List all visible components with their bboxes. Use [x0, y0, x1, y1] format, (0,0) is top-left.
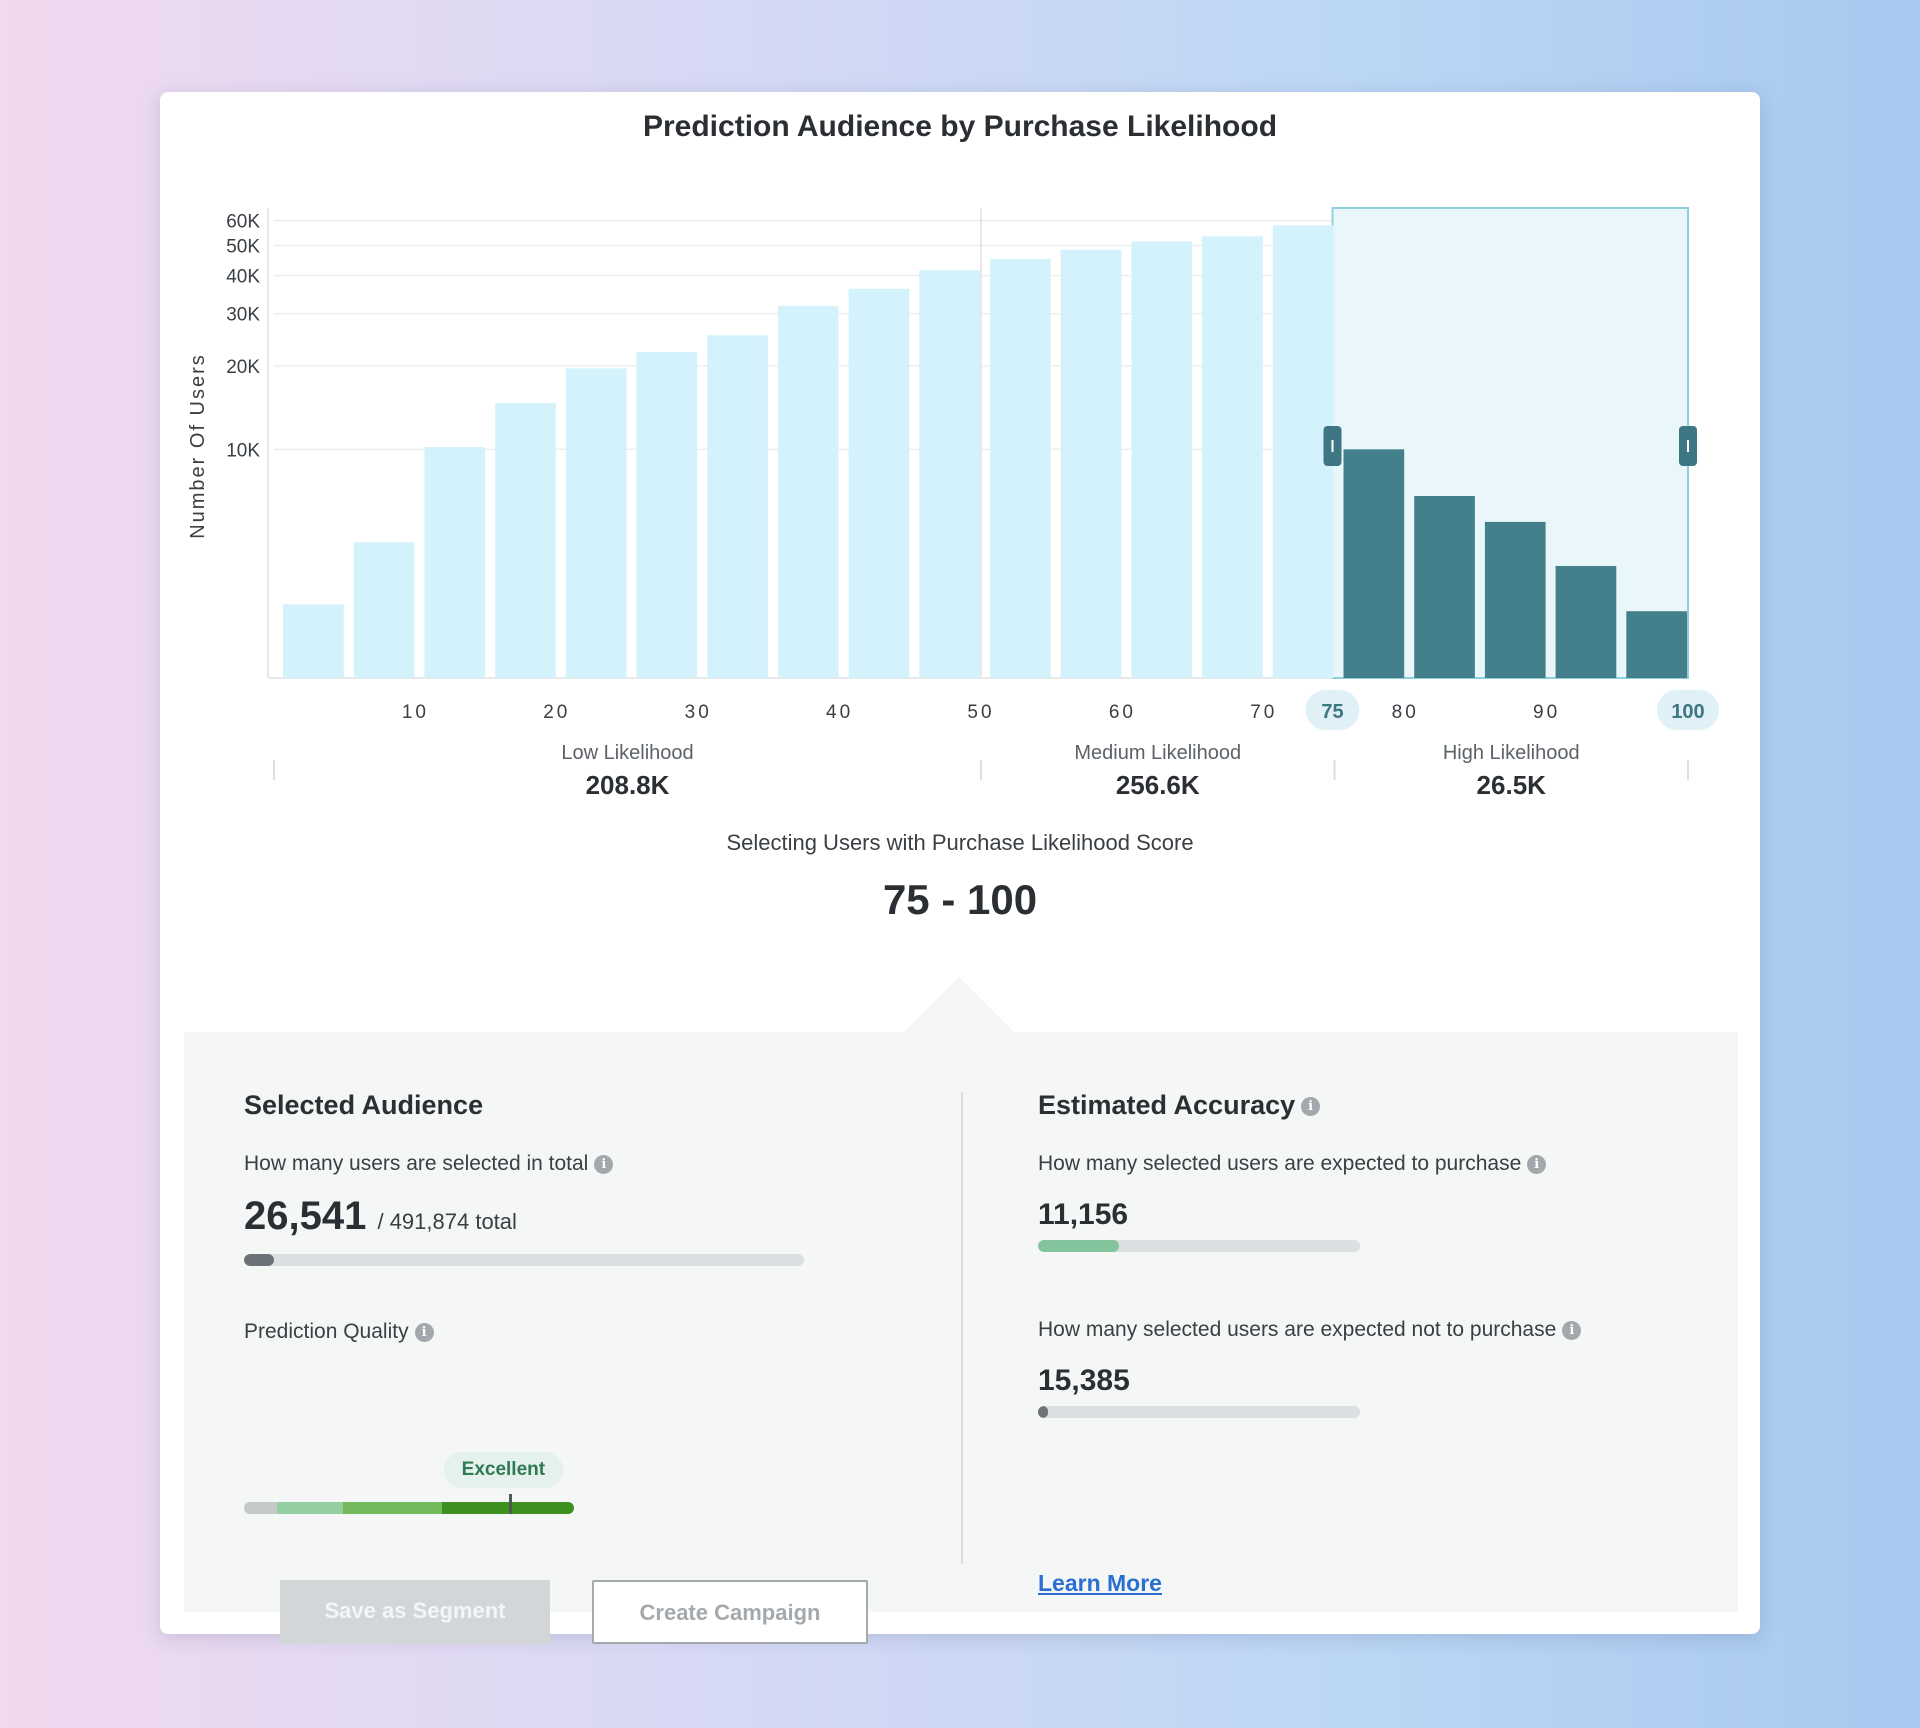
estimated-accuracy-text: Estimated Accuracy	[1038, 1090, 1296, 1120]
bar	[565, 368, 627, 678]
quality-segment	[442, 1502, 574, 1514]
prediction-card: Prediction Audience by Purchase Likeliho…	[160, 92, 1760, 1644]
x-tick-label: 90	[1533, 702, 1560, 723]
column-divider	[961, 1092, 963, 1564]
expected-purchase-text: How many selected users are expected to …	[1038, 1152, 1522, 1175]
bar	[1060, 249, 1122, 679]
users-selected-question: How many users are selected in total i	[244, 1152, 614, 1176]
x-tick-label: 70	[1250, 702, 1277, 723]
group-value: 208.8K	[586, 770, 670, 800]
quality-marker	[508, 1494, 512, 1514]
expected-not-purchase-question: How many selected users are expected not…	[1038, 1318, 1582, 1342]
expected-not-purchase-fill	[1038, 1406, 1048, 1418]
y-tick-label: 30K	[226, 305, 260, 326]
bar	[848, 288, 910, 678]
bar-selected	[1555, 565, 1617, 678]
selected-count-value: 26,541	[244, 1194, 367, 1238]
bar	[707, 335, 768, 678]
y-tick-label: 60K	[226, 212, 260, 233]
x-tick-label: 30	[685, 702, 712, 723]
bar	[424, 447, 486, 678]
save-as-segment-button[interactable]: Save as Segment	[280, 1580, 550, 1644]
y-axis-label: Number Of Users	[187, 353, 209, 539]
bar	[1131, 241, 1193, 678]
histogram-chart[interactable]: 10K 20K 30K 40K 50K 60K Number Of Users 10 20 30 4…	[160, 92, 1760, 812]
bar-selected	[1484, 521, 1546, 678]
bar	[636, 351, 698, 678]
quality-segment	[244, 1502, 277, 1514]
selected-progress-bar	[244, 1254, 804, 1266]
bar-selected	[1414, 496, 1475, 678]
x-tick-label: 60	[1109, 702, 1136, 723]
group-value: 26.5K	[1477, 770, 1547, 800]
prediction-quality-bar	[244, 1502, 574, 1514]
expected-purchase-bar	[1038, 1240, 1360, 1252]
x-tick-label: 10	[402, 702, 429, 723]
quality-segment	[277, 1502, 343, 1514]
expected-not-purchase-bar	[1038, 1406, 1360, 1418]
info-icon[interactable]: i	[1301, 1097, 1321, 1117]
create-campaign-button[interactable]: Create Campaign	[592, 1580, 868, 1644]
selected-total: / 491,874 total	[377, 1209, 517, 1234]
selection-end-label: 100	[1671, 701, 1704, 723]
bar	[1272, 225, 1334, 678]
y-tick-label: 20K	[226, 357, 260, 378]
expected-purchase-question: How many selected users are expected to …	[1038, 1152, 1547, 1176]
bar	[990, 259, 1051, 678]
selection-range: 75 - 100	[882, 876, 1038, 923]
quality-segment	[343, 1502, 442, 1514]
bar	[353, 542, 415, 678]
quality-badge: Excellent	[443, 1452, 564, 1488]
y-tick-label: 50K	[226, 236, 260, 257]
y-tick-label: 40K	[226, 266, 260, 287]
bar-selected	[1626, 611, 1687, 678]
expected-purchase-fill	[1038, 1240, 1119, 1252]
expected-not-purchase-count: 15,385	[1038, 1364, 1130, 1397]
selection-start-label: 75	[1321, 701, 1343, 723]
group-label: High Likelihood	[1443, 742, 1580, 764]
bar	[919, 270, 980, 678]
selection-bound-pill	[1657, 690, 1719, 730]
info-icon[interactable]: i	[414, 1322, 434, 1342]
panel-pointer	[901, 977, 1017, 1035]
bar	[283, 604, 344, 678]
x-tick-label: 80	[1392, 702, 1419, 723]
x-tick-label: 50	[967, 702, 994, 723]
selected-audience-title: Selected Audience	[244, 1090, 484, 1120]
group-value: 256.6K	[1116, 770, 1200, 800]
expected-not-purchase-text: How many selected users are expected not…	[1038, 1318, 1557, 1341]
expected-purchase-count: 11,156	[1038, 1198, 1129, 1231]
bar	[495, 403, 556, 678]
bar	[1202, 236, 1263, 678]
bar-selected	[1343, 449, 1405, 678]
prediction-quality-label: Prediction Quality i	[244, 1320, 434, 1344]
x-tick-label: 20	[543, 702, 570, 723]
users-selected-question-text: How many users are selected in total	[244, 1152, 589, 1175]
selection-label: Selecting Users with Purchase Likelihood…	[726, 830, 1194, 855]
info-icon[interactable]: i	[1527, 1154, 1547, 1174]
info-icon[interactable]: i	[1562, 1320, 1582, 1340]
learn-more-link[interactable]: Learn More	[1038, 1570, 1162, 1596]
bar	[777, 305, 839, 678]
group-label: Low Likelihood	[561, 742, 693, 764]
y-tick-label: 10K	[226, 440, 260, 461]
estimated-accuracy-title: Estimated Accuracy i	[1038, 1090, 1321, 1121]
selection-bound-pill	[1305, 690, 1360, 730]
chart-title: Prediction Audience by Purchase Likeliho…	[642, 110, 1278, 143]
info-icon[interactable]: i	[594, 1154, 614, 1174]
selected-progress-fill	[244, 1254, 275, 1266]
x-tick-label: 40	[826, 702, 853, 723]
group-label: Medium Likelihood	[1074, 742, 1241, 764]
prediction-quality-text: Prediction Quality	[244, 1320, 409, 1343]
selected-count: 26,541 / 491,874 total	[244, 1194, 517, 1239]
details-panel: Selected Audience How many users are sel…	[184, 1032, 1738, 1644]
